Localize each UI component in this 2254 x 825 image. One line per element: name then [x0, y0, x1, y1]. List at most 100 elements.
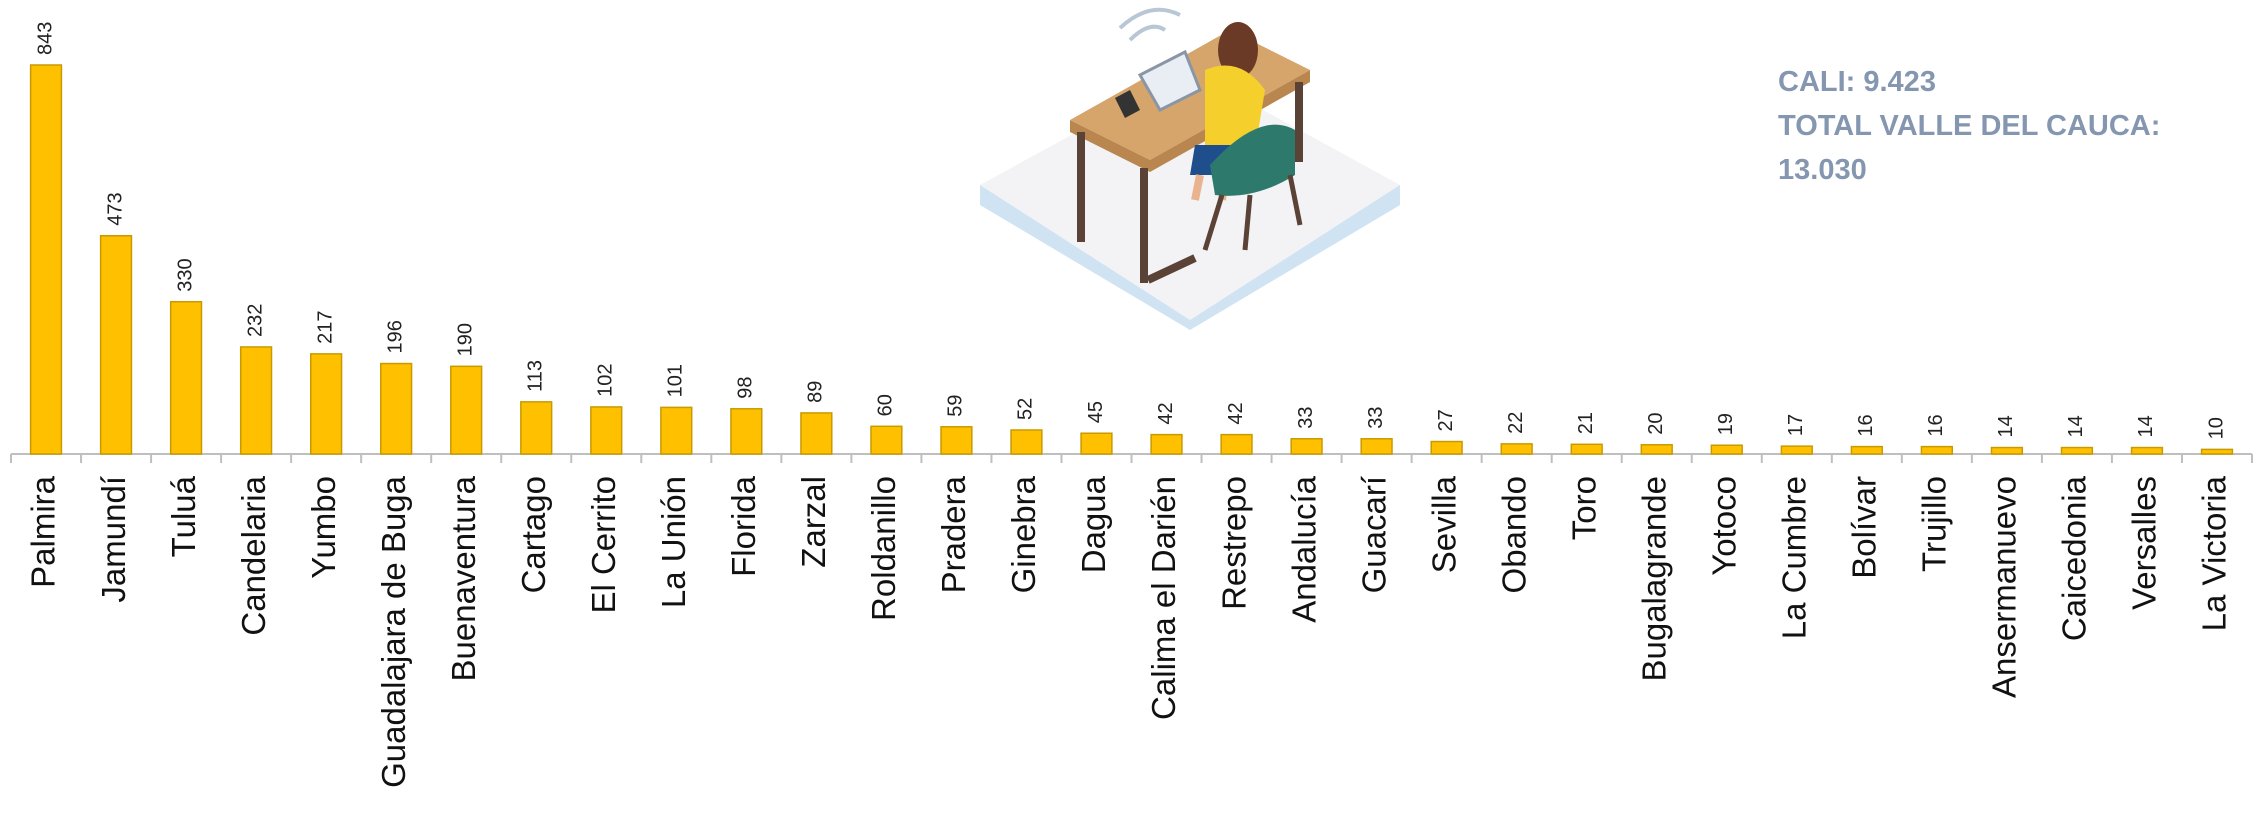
bar — [380, 362, 413, 455]
annotation: TOTAL VALLE DEL CAUCA: 13.030 — [1778, 110, 2161, 186]
category-label: Roldanillo — [865, 476, 902, 621]
bar — [2130, 446, 2164, 455]
bar — [940, 426, 973, 455]
bar — [1360, 438, 1393, 455]
category-label: Ginebra — [1005, 475, 1042, 593]
bar — [1010, 429, 1043, 455]
category-label: Toro — [1565, 476, 1602, 540]
bar — [1430, 440, 1463, 455]
bar — [2200, 448, 2234, 455]
bar — [660, 406, 693, 455]
value-label: 33 — [1365, 407, 1387, 429]
category-label: Bugalagrande — [1635, 476, 1672, 682]
category-label: Tuluá — [165, 475, 202, 557]
value-label: 14 — [2135, 415, 2157, 437]
category-label: Buenaventura — [445, 475, 482, 681]
category-label: Ansermanuevo — [1986, 476, 2023, 698]
category-label: La Unión — [655, 476, 692, 608]
value-label: 59 — [945, 395, 967, 417]
category-label: Guadalajara de Buga — [375, 475, 412, 788]
value-label: 22 — [1505, 412, 1527, 434]
category-label: Guacarí — [1355, 476, 1392, 593]
value-label: 473 — [104, 192, 126, 225]
value-label: 102 — [595, 364, 617, 397]
category-label: Jamundí — [95, 476, 132, 603]
bar — [309, 353, 343, 455]
bar — [800, 412, 833, 455]
bar — [1150, 433, 1183, 455]
category-label: Sevilla — [1425, 475, 1462, 573]
bar — [2060, 446, 2094, 455]
value-label: 33 — [1295, 407, 1317, 429]
value-label: 10 — [2205, 417, 2227, 439]
bar — [870, 425, 903, 455]
category-label: La Victoria — [2196, 475, 2233, 631]
category-label: Dagua — [1075, 475, 1112, 573]
category-label: Obando — [1495, 476, 1532, 593]
value-label: 60 — [875, 394, 897, 416]
value-label: 89 — [805, 381, 827, 403]
value-label: 16 — [1855, 414, 1877, 436]
bar — [730, 408, 763, 455]
category-label: Florida — [725, 475, 762, 577]
value-label: 19 — [1715, 413, 1737, 435]
value-label: 101 — [665, 364, 687, 397]
value-label: 42 — [1225, 402, 1247, 424]
category-label: La Cumbre — [1776, 476, 1813, 639]
category-label: Cartago — [515, 476, 552, 593]
category-label: Pradera — [935, 475, 972, 593]
value-label: 196 — [384, 320, 406, 353]
value-label: 14 — [1995, 415, 2017, 437]
value-label: 27 — [1435, 409, 1457, 431]
value-label: 16 — [1925, 414, 1947, 436]
bar — [169, 300, 203, 455]
bar — [1220, 433, 1253, 455]
category-label: Bolívar — [1846, 476, 1883, 579]
category-label: Trujillo — [1916, 476, 1953, 572]
value-label: 98 — [735, 377, 757, 399]
category-label: Yumbo — [305, 476, 342, 579]
illustration — [980, 7, 1400, 330]
category-label: Zarzal — [795, 476, 832, 568]
category-label: Yotoco — [1705, 476, 1742, 576]
value-label: 217 — [314, 310, 336, 343]
bar — [1500, 443, 1533, 455]
category-label: Caicedonia — [2056, 475, 2093, 641]
value-label: 113 — [525, 360, 547, 392]
annotation-box: CALI: 9.423 TOTAL VALLE DEL CAUCA: 13.03… — [1778, 60, 2208, 192]
bar — [1640, 444, 1673, 455]
value-label: 20 — [1645, 413, 1667, 435]
category-label: Calima el Darién — [1145, 476, 1182, 720]
category-label: Andalucía — [1285, 475, 1322, 622]
bar — [1570, 443, 1603, 455]
bar — [1990, 446, 2024, 455]
bar — [590, 406, 623, 455]
bar — [1850, 445, 1883, 455]
bar — [99, 234, 133, 455]
value-label: 330 — [174, 258, 196, 291]
value-label: 42 — [1155, 402, 1177, 424]
bar — [1920, 445, 1954, 455]
annotation: CALI: 9.423 — [1778, 66, 1936, 98]
value-label: 45 — [1085, 401, 1107, 423]
bar — [520, 401, 553, 455]
value-label: 843 — [34, 22, 56, 55]
value-label: 17 — [1785, 414, 1807, 436]
bar — [1710, 444, 1743, 455]
category-label: Versalles — [2126, 476, 2163, 610]
category-label: Palmira — [25, 475, 62, 588]
category-label: Restrepo — [1215, 476, 1252, 610]
bar — [450, 365, 483, 455]
value-label: 14 — [2065, 415, 2087, 437]
value-label: 232 — [244, 304, 266, 337]
value-label: 52 — [1015, 398, 1037, 420]
category-label: Candelaria — [235, 475, 272, 635]
bar — [1080, 432, 1113, 455]
value-label: 21 — [1575, 412, 1597, 434]
bar — [1290, 438, 1323, 455]
bar — [239, 346, 273, 455]
bar — [29, 64, 63, 455]
value-label: 190 — [454, 323, 476, 356]
